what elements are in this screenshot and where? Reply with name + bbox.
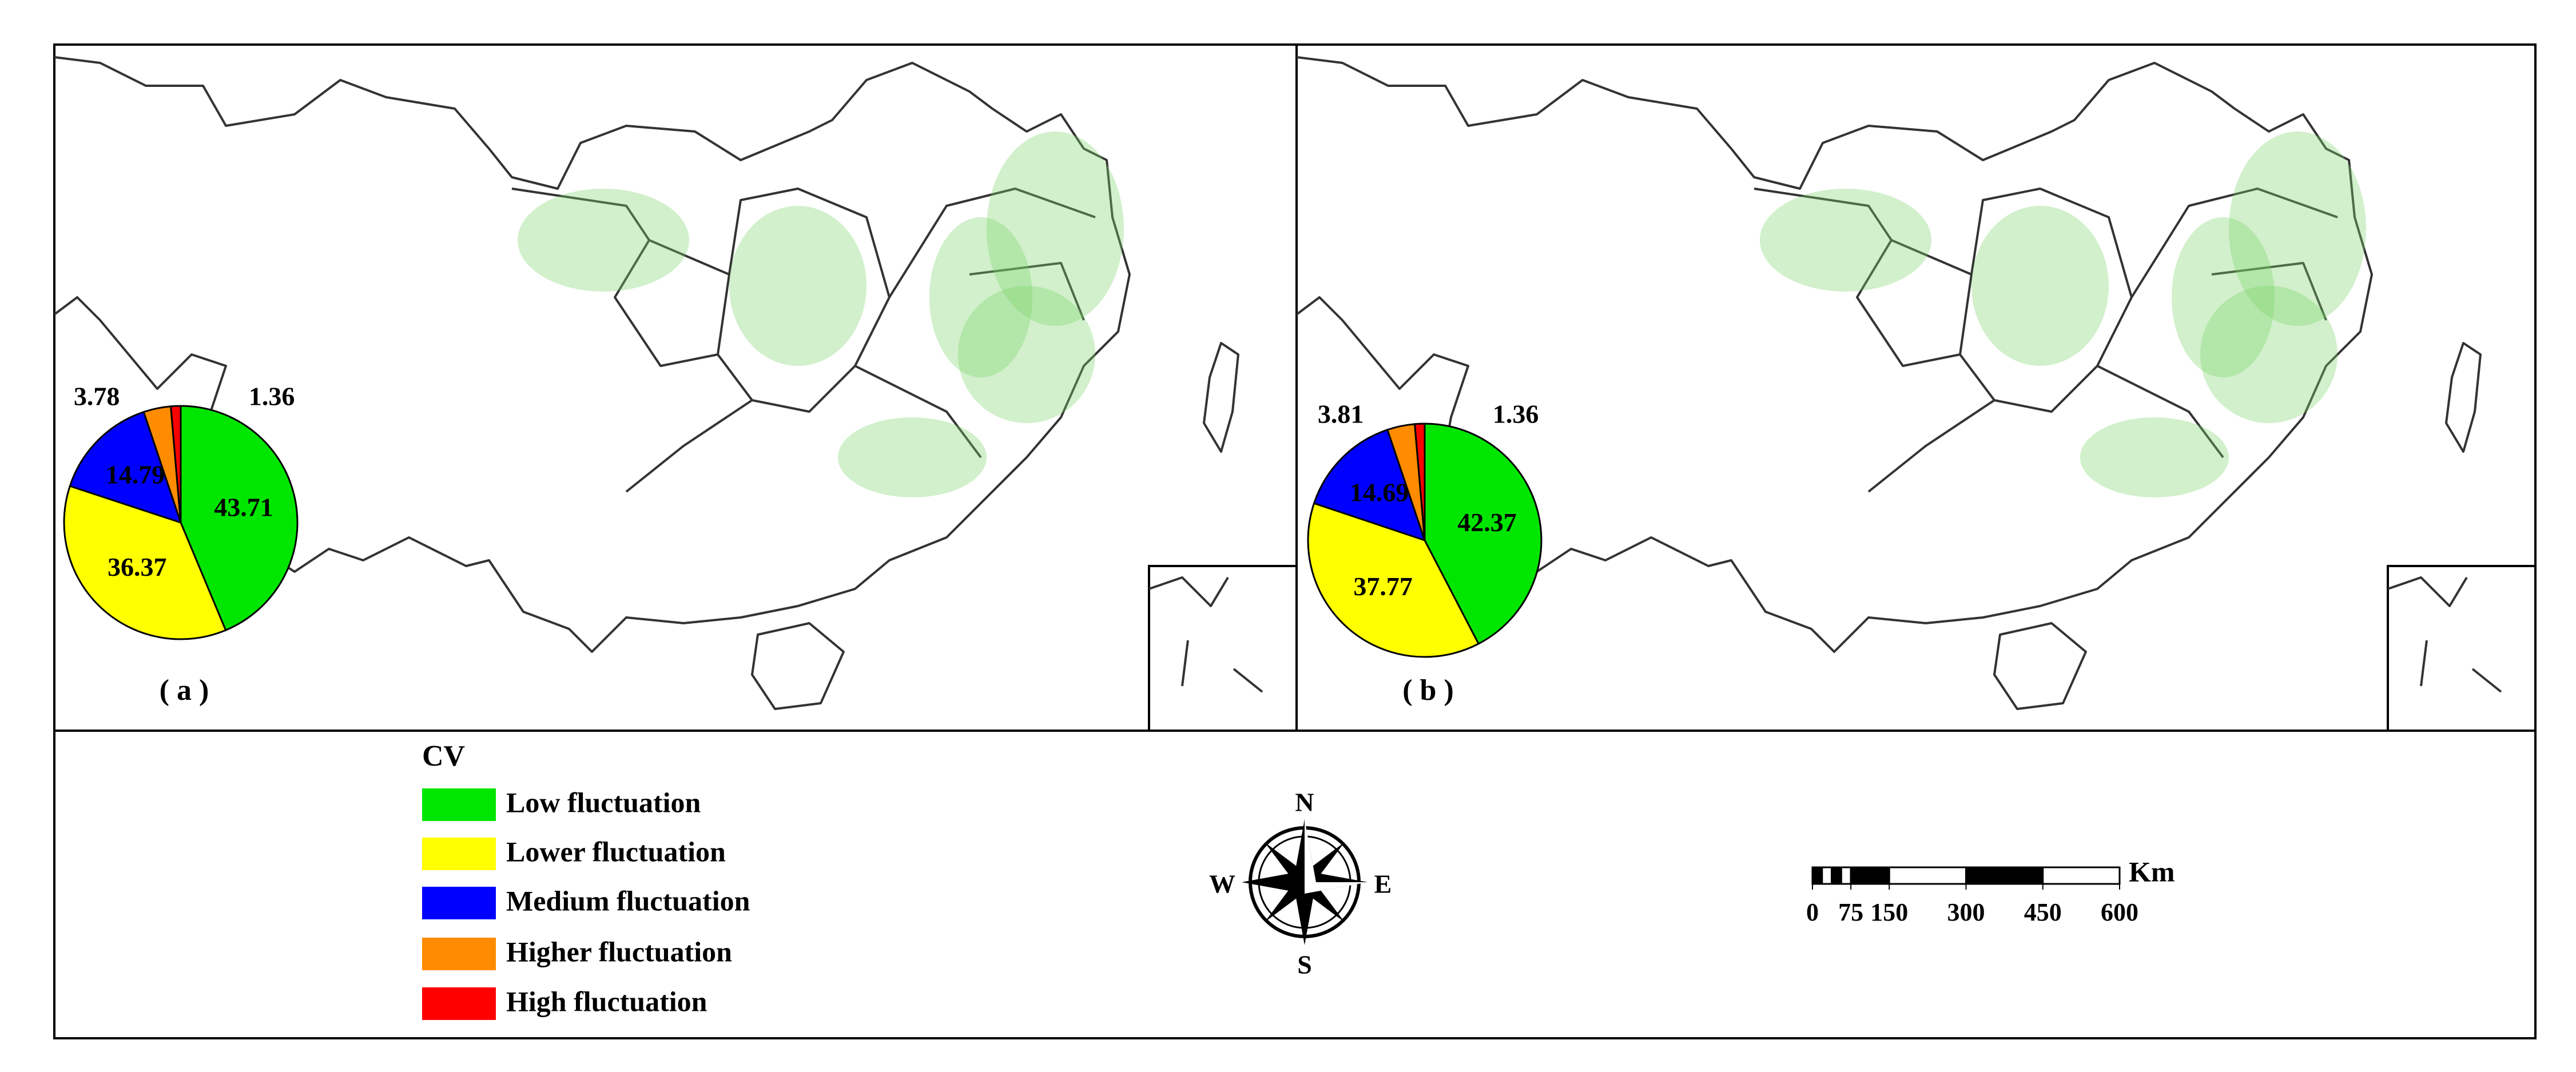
scale-tick-label: 600 bbox=[2101, 898, 2138, 926]
pie-value-label: 43.71 bbox=[214, 493, 273, 522]
maps: ( a ) 43.71 36.37 14.79 3.78 1.36 ( b ) 42.37 37… bbox=[53, 56, 2537, 732]
pie-value-label: 42.37 bbox=[1457, 508, 1517, 537]
scale-segment bbox=[1965, 866, 2044, 885]
scale-tick-label: 300 bbox=[1947, 898, 1985, 926]
scale-tick-label: 450 bbox=[2024, 898, 2062, 926]
compass-north: N bbox=[1295, 788, 1314, 817]
pie-slice bbox=[1307, 502, 1480, 658]
pie-value-label: 37.77 bbox=[1353, 572, 1413, 601]
taiwan bbox=[1203, 342, 1239, 453]
vegetation-patch bbox=[2229, 131, 2366, 326]
legend-swatch bbox=[422, 987, 496, 1020]
inset-outline bbox=[1148, 576, 1263, 693]
frame bbox=[53, 43, 2537, 1039]
pie-value-label: 14.69 bbox=[1350, 477, 1409, 507]
vegetation-patch bbox=[958, 286, 1095, 423]
inset-map bbox=[2387, 565, 2537, 732]
pie-value-label: 3.81 bbox=[1318, 399, 1364, 428]
hainan bbox=[751, 622, 845, 710]
scale-tick-label: 75 bbox=[1838, 898, 1863, 926]
scale-segment bbox=[2042, 866, 2121, 885]
compass-south: S bbox=[1297, 950, 1312, 979]
pie-slice bbox=[180, 405, 299, 632]
compass: N S W E bbox=[1209, 788, 1392, 979]
vegetation-patch bbox=[729, 206, 866, 366]
vegetation-patch bbox=[518, 189, 689, 292]
province-boundaries bbox=[1754, 188, 2338, 493]
pie-value-label: 3.78 bbox=[74, 381, 120, 411]
pie-value-label: 1.36 bbox=[249, 381, 295, 411]
compass-west: W bbox=[1209, 870, 1235, 899]
legend-label: Higher fluctuation bbox=[506, 935, 732, 967]
panel-label: ( b ) bbox=[1402, 674, 1454, 707]
pie-slice bbox=[169, 405, 182, 523]
legend-label: High fluctuation bbox=[506, 985, 707, 1017]
vegetation-patch bbox=[2172, 217, 2275, 377]
scale-tick-label: 150 bbox=[1870, 898, 1908, 926]
map-panel bbox=[1295, 56, 2537, 732]
pie-slice bbox=[1313, 428, 1426, 542]
legend-label: Low fluctuation bbox=[506, 786, 701, 818]
scale-segment bbox=[1850, 866, 1890, 885]
legend-swatch bbox=[422, 938, 496, 970]
vegetation-patch bbox=[1760, 189, 1931, 292]
compass-east: E bbox=[1374, 870, 1392, 899]
scale-tick-label: 0 bbox=[1806, 898, 1819, 926]
legend-label: Lower fluctuation bbox=[506, 835, 726, 867]
pie-slice bbox=[63, 485, 227, 640]
vegetation-patch bbox=[987, 131, 1124, 326]
scale-segment bbox=[1821, 866, 1833, 885]
pie-slice bbox=[69, 411, 182, 524]
panel-label: ( a ) bbox=[160, 674, 209, 707]
legend-swatch bbox=[422, 838, 496, 870]
legend-swatch bbox=[422, 788, 496, 821]
scale-unit: Km bbox=[2129, 855, 2175, 887]
pie-slice bbox=[1413, 423, 1426, 541]
inset-outline bbox=[2387, 576, 2502, 693]
legend-label: Medium fluctuation bbox=[506, 884, 750, 916]
hainan bbox=[1993, 622, 2087, 710]
taiwan bbox=[2445, 342, 2482, 453]
pie-value-label: 14.79 bbox=[106, 460, 165, 489]
legend: CV Low fluctuation Lower fluctuation Mediu… bbox=[422, 740, 750, 1020]
vegetation-patch bbox=[838, 417, 987, 497]
map-panel bbox=[53, 56, 1298, 732]
vegetation-patch bbox=[1971, 206, 2109, 366]
scale-segment bbox=[1831, 866, 1842, 885]
legend-title: CV bbox=[422, 740, 465, 772]
scale-segment bbox=[1811, 866, 1823, 885]
pie-value-label: 1.36 bbox=[1493, 399, 1539, 428]
scale-bar: 0 75 150 300 450 600 Km bbox=[1806, 855, 2175, 926]
vegetation-patch bbox=[929, 217, 1032, 377]
scale-segment bbox=[1840, 866, 1852, 885]
inset-map bbox=[1148, 565, 1298, 732]
legend-swatch bbox=[422, 887, 496, 919]
province-boundaries bbox=[511, 188, 1096, 493]
scale-segment bbox=[1888, 866, 1967, 885]
pie-value-label: 36.37 bbox=[108, 552, 167, 581]
vegetation-patch bbox=[2200, 286, 2338, 423]
pie-slice bbox=[1424, 423, 1543, 645]
vegetation-patch bbox=[2080, 417, 2229, 497]
